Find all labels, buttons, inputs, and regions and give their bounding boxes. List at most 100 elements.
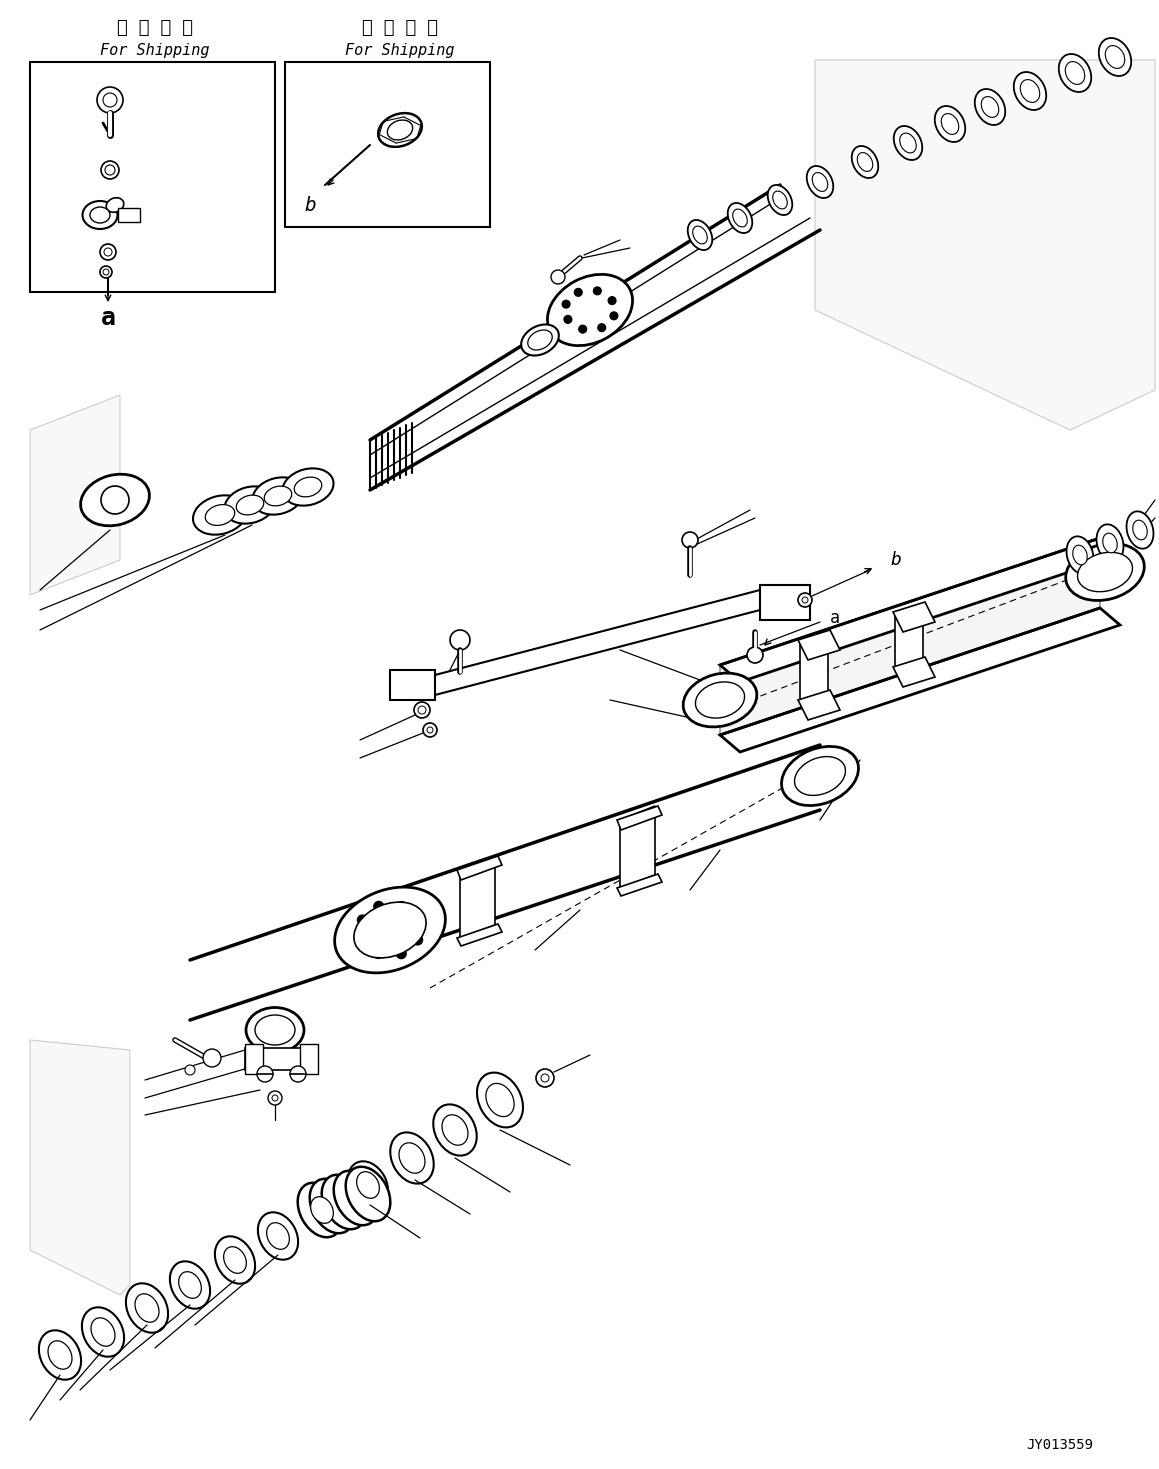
Text: For Shipping: For Shipping xyxy=(100,43,210,57)
Polygon shape xyxy=(617,874,662,896)
Ellipse shape xyxy=(767,185,793,214)
Bar xyxy=(895,613,923,667)
Circle shape xyxy=(414,702,430,718)
Ellipse shape xyxy=(170,1262,210,1309)
Ellipse shape xyxy=(258,1212,298,1260)
Ellipse shape xyxy=(134,1294,159,1322)
Bar xyxy=(760,585,810,620)
Circle shape xyxy=(562,300,570,308)
Ellipse shape xyxy=(975,90,1005,125)
Ellipse shape xyxy=(348,1162,388,1209)
Circle shape xyxy=(357,915,367,925)
Ellipse shape xyxy=(1102,533,1117,552)
Circle shape xyxy=(598,323,606,332)
Ellipse shape xyxy=(527,331,552,350)
Ellipse shape xyxy=(683,673,757,727)
Circle shape xyxy=(101,486,129,514)
Ellipse shape xyxy=(812,172,828,191)
Bar xyxy=(245,1047,315,1069)
Polygon shape xyxy=(720,538,1120,682)
Circle shape xyxy=(272,1094,278,1100)
Ellipse shape xyxy=(311,1197,334,1224)
Circle shape xyxy=(450,630,471,649)
Ellipse shape xyxy=(1127,511,1153,548)
Ellipse shape xyxy=(894,126,923,160)
Ellipse shape xyxy=(478,1072,523,1127)
Polygon shape xyxy=(30,1040,130,1296)
Bar xyxy=(285,62,490,228)
Circle shape xyxy=(103,269,109,275)
Circle shape xyxy=(101,162,119,179)
Circle shape xyxy=(104,248,112,256)
Ellipse shape xyxy=(387,120,413,140)
Ellipse shape xyxy=(301,1187,342,1234)
Ellipse shape xyxy=(90,207,110,223)
Ellipse shape xyxy=(1014,72,1047,110)
Ellipse shape xyxy=(1065,62,1085,84)
Circle shape xyxy=(413,915,423,925)
Circle shape xyxy=(681,532,698,548)
Circle shape xyxy=(290,1066,306,1083)
Circle shape xyxy=(418,707,427,714)
Ellipse shape xyxy=(547,275,633,345)
Ellipse shape xyxy=(687,220,713,250)
Ellipse shape xyxy=(298,1183,342,1237)
Ellipse shape xyxy=(852,145,879,178)
Ellipse shape xyxy=(807,166,833,198)
Circle shape xyxy=(396,949,407,959)
Ellipse shape xyxy=(773,191,787,209)
Ellipse shape xyxy=(39,1331,81,1379)
Ellipse shape xyxy=(205,504,235,526)
Circle shape xyxy=(535,1069,554,1087)
Bar xyxy=(118,209,140,222)
Ellipse shape xyxy=(858,153,873,172)
Circle shape xyxy=(610,311,618,320)
Circle shape xyxy=(396,902,407,912)
Polygon shape xyxy=(457,856,502,880)
Polygon shape xyxy=(720,608,1120,752)
Bar xyxy=(300,1044,318,1074)
Circle shape xyxy=(373,902,384,911)
Ellipse shape xyxy=(107,198,124,212)
Circle shape xyxy=(357,934,367,945)
Ellipse shape xyxy=(941,113,958,134)
Ellipse shape xyxy=(781,746,859,805)
Text: a: a xyxy=(830,610,840,627)
Circle shape xyxy=(564,316,571,323)
Circle shape xyxy=(427,727,433,733)
Ellipse shape xyxy=(732,209,748,226)
Circle shape xyxy=(373,949,384,958)
Text: b: b xyxy=(304,195,316,214)
Text: JY013559: JY013559 xyxy=(1027,1438,1093,1451)
Circle shape xyxy=(551,270,564,284)
Ellipse shape xyxy=(695,682,744,718)
Circle shape xyxy=(593,286,602,295)
Ellipse shape xyxy=(225,486,276,523)
Bar xyxy=(389,670,435,701)
Ellipse shape xyxy=(486,1083,515,1116)
Ellipse shape xyxy=(935,106,965,142)
Circle shape xyxy=(203,1049,221,1066)
Ellipse shape xyxy=(264,486,292,505)
Polygon shape xyxy=(720,538,1100,734)
Circle shape xyxy=(103,93,117,107)
Ellipse shape xyxy=(309,1178,355,1234)
Bar xyxy=(800,640,828,701)
Text: For Shipping: For Shipping xyxy=(345,43,454,57)
Ellipse shape xyxy=(214,1237,255,1284)
Circle shape xyxy=(802,596,808,602)
Ellipse shape xyxy=(391,1133,433,1184)
Circle shape xyxy=(578,325,586,333)
Ellipse shape xyxy=(126,1284,168,1332)
Polygon shape xyxy=(30,395,121,595)
Ellipse shape xyxy=(899,134,917,153)
Ellipse shape xyxy=(1132,520,1147,539)
Ellipse shape xyxy=(728,203,752,234)
Ellipse shape xyxy=(92,1318,115,1346)
Ellipse shape xyxy=(1066,544,1144,601)
Ellipse shape xyxy=(357,1172,379,1199)
Ellipse shape xyxy=(345,1166,391,1221)
Bar xyxy=(30,62,275,292)
Ellipse shape xyxy=(294,477,322,497)
Ellipse shape xyxy=(1073,545,1087,564)
